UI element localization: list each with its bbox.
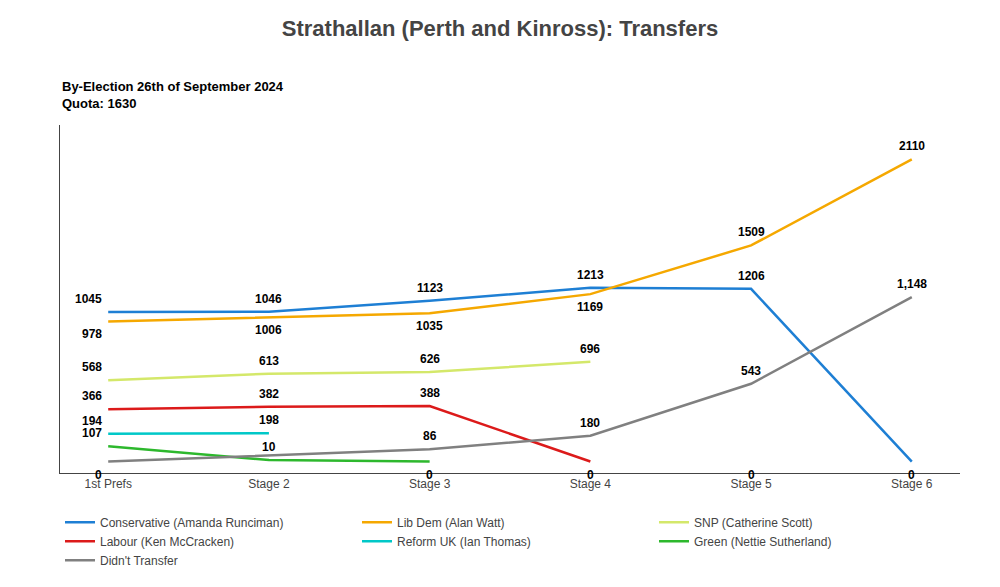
svg-text:198: 198 — [259, 413, 279, 427]
svg-text:107: 107 — [82, 426, 102, 440]
svg-text:By-Election 26th of September: By-Election 26th of September 2024Quota:… — [62, 79, 284, 111]
svg-text:180: 180 — [580, 416, 600, 430]
svg-text:1123: 1123 — [417, 281, 443, 295]
svg-text:1509: 1509 — [738, 225, 765, 239]
svg-text:696: 696 — [580, 342, 600, 356]
svg-text:626: 626 — [420, 352, 440, 366]
svg-text:978: 978 — [82, 327, 102, 341]
svg-text:SNP (Catherine Scott): SNP (Catherine Scott) — [694, 516, 813, 530]
svg-text:1206: 1206 — [738, 269, 765, 283]
svg-text:194: 194 — [82, 414, 102, 428]
svg-text:Stage 5: Stage 5 — [730, 477, 772, 491]
svg-text:1213: 1213 — [577, 268, 604, 282]
svg-text:0: 0 — [587, 468, 594, 482]
svg-text:1006: 1006 — [255, 323, 282, 337]
svg-text:86: 86 — [423, 429, 437, 443]
svg-text:Stage 6: Stage 6 — [891, 477, 933, 491]
svg-text:Conservative (Amanda Runciman): Conservative (Amanda Runciman) — [100, 516, 283, 530]
svg-text:613: 613 — [259, 354, 279, 368]
svg-text:Didn't Transfer: Didn't Transfer — [100, 554, 178, 568]
svg-text:1045: 1045 — [75, 292, 102, 306]
svg-text:Green (Nettie Sutherland): Green (Nettie Sutherland) — [694, 535, 831, 549]
svg-text:0: 0 — [95, 468, 102, 482]
svg-text:10: 10 — [262, 440, 276, 454]
svg-text:388: 388 — [420, 386, 440, 400]
svg-text:0: 0 — [748, 468, 755, 482]
svg-text:Strathallan (Perth and Kinross: Strathallan (Perth and Kinross): Transfe… — [282, 16, 718, 41]
svg-text:Reform UK (Ian Thomas): Reform UK (Ian Thomas) — [397, 535, 531, 549]
svg-text:382: 382 — [259, 387, 279, 401]
svg-text:Stage 4: Stage 4 — [570, 477, 612, 491]
svg-text:1,148: 1,148 — [897, 277, 927, 291]
svg-text:568: 568 — [82, 360, 102, 374]
svg-text:Lib Dem (Alan Watt): Lib Dem (Alan Watt) — [397, 516, 505, 530]
svg-text:Stage 3: Stage 3 — [409, 477, 451, 491]
svg-text:2110: 2110 — [899, 139, 925, 153]
svg-text:543: 543 — [741, 364, 761, 378]
svg-text:0: 0 — [908, 468, 915, 482]
svg-text:Stage 2: Stage 2 — [248, 477, 290, 491]
svg-text:1169: 1169 — [577, 300, 603, 314]
svg-text:366: 366 — [82, 389, 102, 403]
svg-text:1035: 1035 — [416, 319, 443, 333]
svg-text:0: 0 — [426, 468, 433, 482]
svg-text:1st Prefs: 1st Prefs — [85, 477, 132, 491]
svg-text:Labour (Ken McCracken): Labour (Ken McCracken) — [100, 535, 234, 549]
svg-text:1046: 1046 — [255, 292, 282, 306]
